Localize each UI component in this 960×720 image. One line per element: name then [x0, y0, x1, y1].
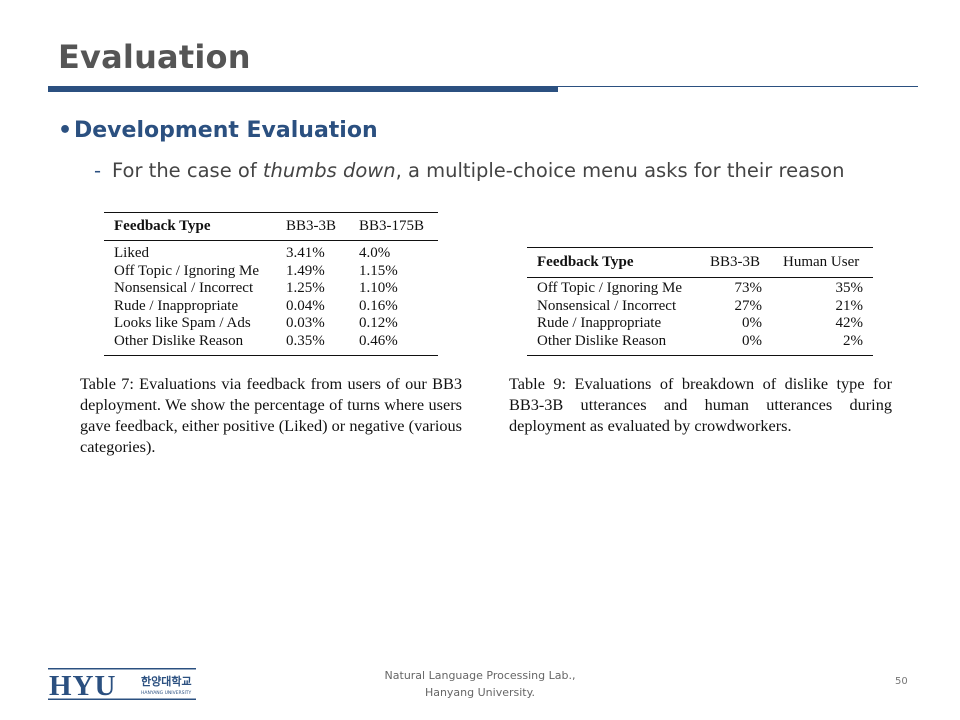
- table-cell: 3.41%: [286, 245, 325, 261]
- dash-marker: -: [94, 159, 102, 182]
- table-cell: Other Dislike Reason: [114, 332, 244, 349]
- table-cell: 1.15%: [359, 262, 398, 279]
- title-underline-thin: [558, 86, 918, 87]
- table-header: BB3-175B: [359, 218, 425, 234]
- table-cell: 21%: [835, 297, 864, 314]
- sub-bullet: - For the case of thumbs down, a multiple…: [94, 159, 844, 182]
- table-rule-mid: [104, 240, 438, 241]
- table-header: Feedback Type: [537, 254, 634, 270]
- table-cell: 1.49%: [286, 262, 325, 279]
- table-header: Feedback Type: [114, 218, 211, 234]
- page-number: 50: [895, 676, 908, 687]
- table-cell: Nonsensical / Incorrect: [537, 297, 677, 314]
- table-header: BB3-3B: [710, 254, 761, 270]
- slide-title: Evaluation: [58, 38, 251, 76]
- bullet-item: •Development Evaluation: [58, 118, 378, 143]
- table-cell: Other Dislike Reason: [537, 332, 667, 349]
- table-cell: 1.10%: [359, 280, 398, 296]
- table-cell: 0.16%: [359, 297, 398, 314]
- sub-italic: thumbs down: [262, 159, 396, 182]
- sub-suffix: , a multiple-choice menu asks for their …: [395, 159, 845, 182]
- table-cell: 42%: [835, 315, 864, 331]
- footer-lab-line2: Hanyang University.: [424, 686, 536, 699]
- logo-hyu-text: HYU: [49, 670, 116, 700]
- table-cell: Liked: [114, 245, 149, 261]
- table-rule-bottom: [527, 355, 873, 356]
- table-cell: 73%: [734, 280, 763, 296]
- table-cell: 35%: [835, 280, 864, 296]
- table-cell: 0.03%: [286, 315, 325, 331]
- bullet-dot: •: [58, 118, 73, 143]
- table-cell: Rude / Inappropriate: [114, 297, 239, 314]
- table-9-caption: Table 9: Evaluations of breakdown of dis…: [509, 374, 892, 435]
- table-cell: 0.46%: [359, 332, 398, 349]
- table-cell: 1.25%: [286, 280, 325, 296]
- table-cell: Looks like Spam / Ads: [114, 315, 251, 331]
- table-header: Human User: [783, 254, 860, 270]
- table-cell: 27%: [734, 297, 763, 314]
- table-rule-top: [104, 212, 438, 213]
- logo-english-text: HANYANG UNIVERSITY: [141, 690, 192, 696]
- title-underline-thick: [48, 86, 558, 92]
- table-cell: 0%: [742, 315, 762, 331]
- table-cell: 0.12%: [359, 315, 398, 331]
- hyu-logo: HYU 한양대학교 HANYANG UNIVERSITY: [48, 668, 196, 700]
- table-rule-mid: [527, 277, 873, 278]
- table-7: Feedback Type BB3-3B BB3-175B Liked 3.41%…: [104, 212, 438, 358]
- table-cell: Nonsensical / Incorrect: [114, 280, 254, 296]
- table-cell: 0.04%: [286, 297, 325, 314]
- table-cell: Off Topic / Ignoring Me: [114, 262, 260, 279]
- logo-korean-text: 한양대학교: [141, 674, 192, 688]
- table-9: Feedback Type BB3-3B Human User Off Topi…: [527, 247, 873, 359]
- table-rule-bottom: [104, 355, 438, 356]
- table-header: BB3-3B: [286, 218, 337, 234]
- footer-lab-line1: Natural Language Processing Lab.,: [384, 669, 576, 682]
- table-cell: Off Topic / Ignoring Me: [537, 280, 683, 296]
- table-cell: 0%: [742, 332, 762, 349]
- table-cell: 4.0%: [359, 245, 391, 261]
- bullet-label: Development Evaluation: [74, 118, 378, 143]
- table-cell: 0.35%: [286, 332, 325, 349]
- footer-lab: Natural Language Processing Lab., Hanyan…: [380, 667, 580, 701]
- table-rule-top: [527, 247, 873, 248]
- table-7-caption: Table 7: Evaluations via feedback from u…: [80, 374, 462, 456]
- table-cell: Rude / Inappropriate: [537, 315, 662, 331]
- table-cell: 2%: [843, 332, 863, 349]
- sub-prefix: For the case of: [112, 159, 263, 182]
